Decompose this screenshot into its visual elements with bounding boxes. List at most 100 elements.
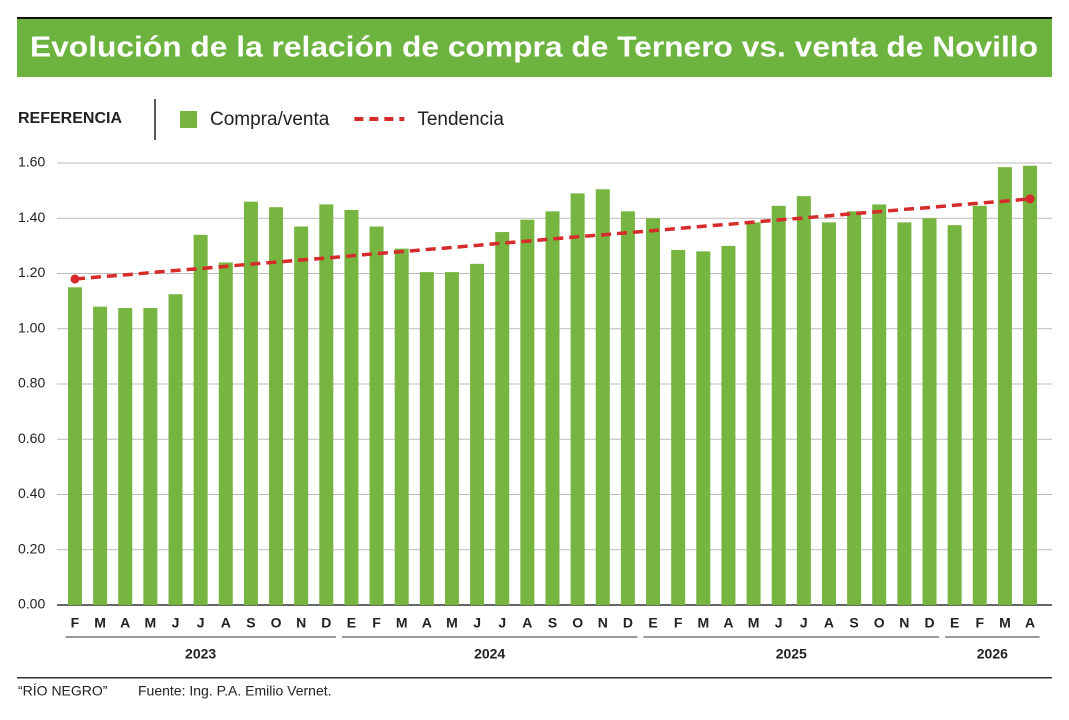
bar xyxy=(243,201,258,606)
y-tick-label: 1.40 xyxy=(18,209,45,225)
bar xyxy=(1023,165,1038,605)
x-tick-label: E xyxy=(648,615,657,631)
bar xyxy=(595,189,610,605)
x-tick-label: F xyxy=(975,615,984,631)
bar xyxy=(294,226,309,605)
x-tick-label: S xyxy=(849,615,858,631)
bar xyxy=(369,226,384,605)
footer-source: Fuente: Ing. P.A. Emilio Vernet. xyxy=(138,683,332,699)
bar xyxy=(620,211,635,605)
bar xyxy=(821,222,836,606)
bar xyxy=(721,245,736,605)
x-tick-label: O xyxy=(271,615,282,631)
legend-title: REFERENCIA xyxy=(18,110,122,127)
x-tick-label: J xyxy=(775,615,783,631)
x-tick-label: S xyxy=(246,615,255,631)
footer-rule xyxy=(17,677,1052,679)
bar xyxy=(897,222,912,606)
x-tick-label: F xyxy=(71,615,80,631)
bar xyxy=(118,308,133,605)
y-tick-label: 0.20 xyxy=(18,540,45,556)
bar xyxy=(419,272,434,605)
bar xyxy=(319,204,334,605)
trend-endpoint xyxy=(70,274,80,284)
x-tick-label: E xyxy=(347,615,356,631)
bar xyxy=(796,196,811,605)
x-tick-label: F xyxy=(372,615,381,631)
x-tick-label: D xyxy=(623,615,633,631)
y-tick-label: 0.00 xyxy=(18,596,45,612)
x-tick-label: A xyxy=(522,615,532,631)
y-tick-label: 0.40 xyxy=(18,485,45,501)
x-tick-label: N xyxy=(899,615,909,631)
x-tick-label: E xyxy=(950,615,959,631)
x-tick-label: A xyxy=(1025,615,1035,631)
y-tick-label: 0.60 xyxy=(18,430,45,446)
x-tick-label: O xyxy=(874,615,885,631)
bar xyxy=(545,211,560,605)
legend-label: Tendencia xyxy=(417,109,504,130)
bar xyxy=(671,250,686,606)
bar xyxy=(696,251,711,605)
x-tick-label: J xyxy=(172,615,180,631)
bar xyxy=(947,225,962,605)
bar xyxy=(495,232,510,605)
group-label: 2023 xyxy=(185,646,216,662)
bar xyxy=(168,294,183,605)
top-rule xyxy=(17,17,1052,19)
legend-swatch xyxy=(180,111,197,128)
bar xyxy=(771,205,786,605)
x-tick-label: S xyxy=(548,615,557,631)
x-tick-label: M xyxy=(396,615,408,631)
x-tick-label: A xyxy=(422,615,432,631)
y-tick-label: 1.20 xyxy=(18,264,45,280)
x-tick-label: A xyxy=(824,615,834,631)
footer-brand: “RÍO NEGRO” xyxy=(18,683,108,699)
x-tick-label: M xyxy=(145,615,157,631)
x-tick-label: M xyxy=(697,615,709,631)
x-tick-label: M xyxy=(999,615,1011,631)
x-tick-label: J xyxy=(498,615,506,631)
bar xyxy=(93,306,108,605)
bar xyxy=(143,308,158,605)
trend-endpoint xyxy=(1025,194,1035,204)
bar xyxy=(394,248,409,605)
x-tick-label: F xyxy=(674,615,683,631)
x-tick-label: M xyxy=(446,615,458,631)
y-tick-label: 1.00 xyxy=(18,319,45,335)
x-tick-label: A xyxy=(221,615,231,631)
group-label: 2026 xyxy=(977,646,1008,662)
bar xyxy=(997,167,1012,606)
bar xyxy=(470,263,485,605)
bar xyxy=(646,218,661,605)
bar xyxy=(872,204,887,605)
bar xyxy=(193,234,208,605)
x-tick-label: M xyxy=(748,615,760,631)
bar xyxy=(746,222,761,606)
x-tick-label: M xyxy=(94,615,106,631)
x-tick-label: D xyxy=(321,615,331,631)
bar xyxy=(847,211,862,605)
bar xyxy=(922,218,937,605)
x-tick-label: D xyxy=(924,615,934,631)
group-label: 2024 xyxy=(474,646,505,662)
x-tick-label: J xyxy=(800,615,808,631)
title-banner xyxy=(17,19,1052,77)
y-tick-label: 0.80 xyxy=(18,375,45,391)
bar xyxy=(444,272,459,605)
y-tick-label: 1.60 xyxy=(18,154,45,170)
x-tick-label: J xyxy=(197,615,205,631)
group-label: 2025 xyxy=(776,646,807,662)
legend-label: Compra/venta xyxy=(210,109,330,130)
x-tick-label: J xyxy=(473,615,481,631)
x-tick-label: A xyxy=(723,615,733,631)
x-tick-label: N xyxy=(598,615,608,631)
bar xyxy=(218,262,233,605)
chart-title: Evolución de la relación de compra de Te… xyxy=(30,32,1038,64)
bar xyxy=(269,207,284,605)
x-tick-label: A xyxy=(120,615,130,631)
x-tick-label: N xyxy=(296,615,306,631)
bar xyxy=(520,219,535,605)
bar xyxy=(344,209,359,605)
